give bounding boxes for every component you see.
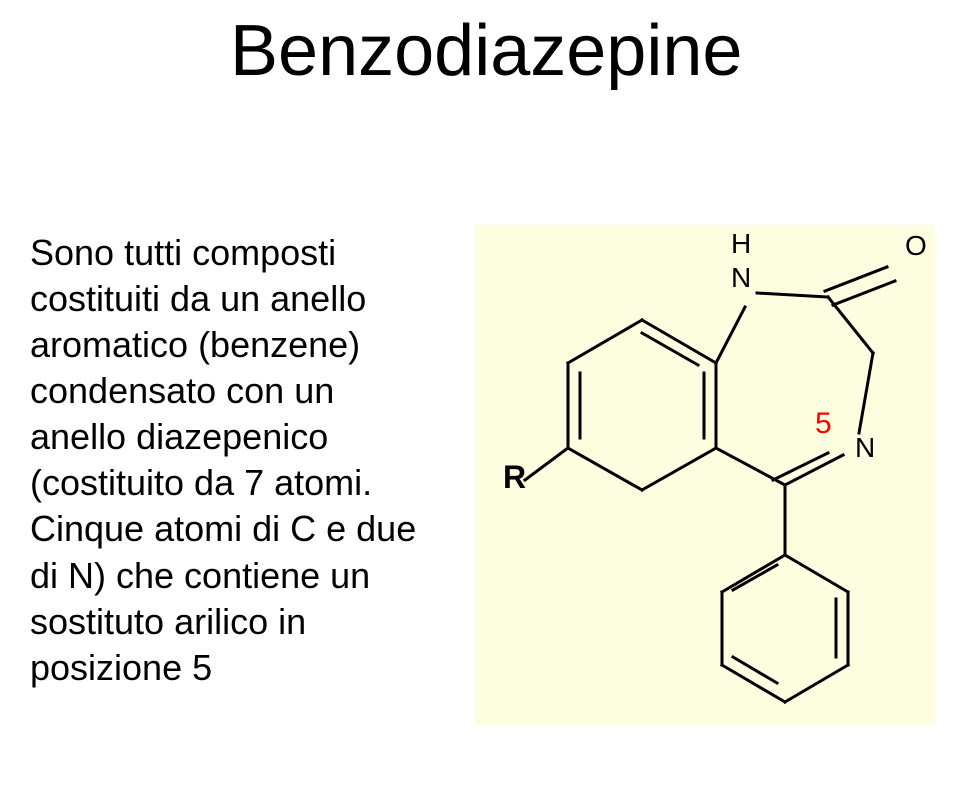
page-title: Benzodiazepine: [230, 10, 742, 92]
svg-text:N: N: [855, 432, 875, 463]
svg-text:O: O: [905, 230, 927, 261]
svg-text:H: H: [731, 228, 751, 259]
body-paragraph: Sono tutti composti costituiti da un ane…: [30, 230, 430, 691]
position-annotation-5: 5: [815, 407, 832, 441]
svg-text:N: N: [731, 262, 751, 293]
benzodiazepine-structure-svg: HNONR: [475, 225, 935, 725]
chemical-structure-panel: HNONR 5: [475, 225, 935, 725]
svg-text:R: R: [503, 459, 526, 495]
